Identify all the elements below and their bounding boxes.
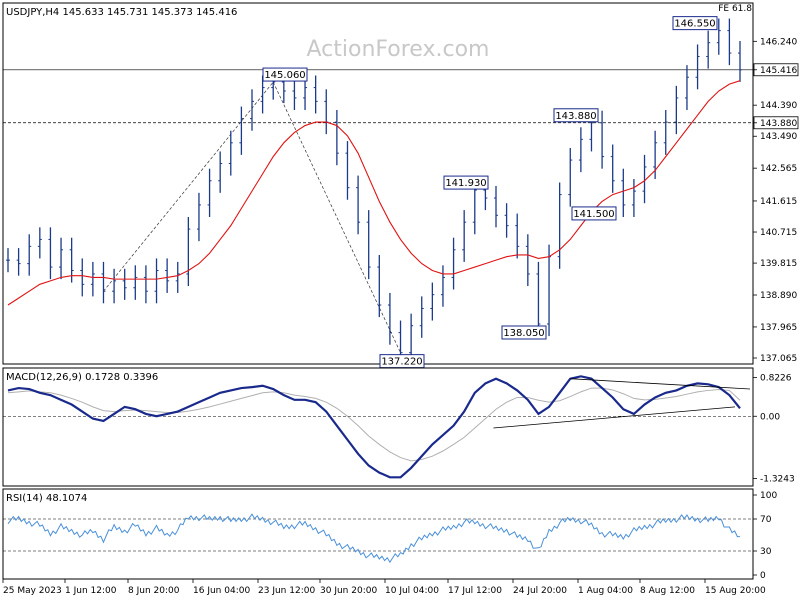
x-axis: 25 May 2023 1 Jun 12:00 8 Jun 20:00 16 Jun … xyxy=(2,579,766,596)
price-axis-label: 139.815 xyxy=(760,259,797,269)
macd-axis-label: 0.00 xyxy=(760,412,780,422)
corner-label: FE 61.8 xyxy=(718,4,752,14)
macd-axis-label: 0.8226 xyxy=(760,374,792,384)
price-axis-label: 143.880 xyxy=(760,119,797,129)
price-axis-label: 137.965 xyxy=(760,323,797,333)
price-axis-label: 141.615 xyxy=(760,197,797,207)
annotation-box xyxy=(672,16,718,31)
x-axis-label: 25 May 2023 xyxy=(3,586,62,596)
price-axis-label: 138.890 xyxy=(760,291,797,301)
annotation-box xyxy=(571,206,617,221)
macd-line xyxy=(7,375,741,479)
annotation-box xyxy=(262,67,308,82)
annotation-box xyxy=(443,175,489,190)
moving-average-line xyxy=(7,80,741,306)
price-axis-label: 145.416 xyxy=(760,66,797,76)
annotation-label: 145.060 xyxy=(264,70,305,81)
annotation-label: 143.880 xyxy=(555,111,596,122)
annotation-label: 141.930 xyxy=(445,178,486,189)
annotation-label: 137.220 xyxy=(381,357,422,368)
rsi-line xyxy=(7,513,740,564)
annotation-box xyxy=(501,325,547,340)
price-axis-label: 144.390 xyxy=(760,101,797,111)
macd-signal-line xyxy=(7,387,741,462)
macd-layer: 0.8226 0.00 -1.3243 xyxy=(3,374,795,484)
price-axis: 146.240 145.416 144.390 143.880 143.490 142.5… xyxy=(753,37,799,364)
price-header: USDJPY,H4 145.633 145.731 145.373 145.41… xyxy=(6,7,237,18)
watermark: ActionForex.com xyxy=(307,37,490,62)
annotation-label: 146.550 xyxy=(674,19,715,30)
rsi-axis-label: 0 xyxy=(760,571,766,581)
rsi-axis-label: 70 xyxy=(760,515,772,525)
price-axis-label: 143.490 xyxy=(760,132,797,142)
rsi-title: RSI(14) 48.1074 xyxy=(6,493,87,504)
macd-title: MACD(12,26,9) 0.1728 0.3396 xyxy=(6,372,158,383)
rsi-panel-frame xyxy=(2,488,754,580)
x-axis-label: 10 Jul 04:00 xyxy=(385,586,439,596)
x-axis-label: 23 Jun 12:00 xyxy=(258,586,315,596)
annotation-box xyxy=(553,108,599,123)
x-axis-label: 15 Aug 20:00 xyxy=(705,586,766,596)
x-axis-label: 16 Jun 04:00 xyxy=(193,586,250,596)
x-axis-label: 1 Aug 04:00 xyxy=(578,586,633,596)
price-axis-label: 142.565 xyxy=(760,164,797,174)
x-axis-label: 17 Jul 12:00 xyxy=(448,586,502,596)
price-axis-label: 146.240 xyxy=(760,37,797,47)
x-axis-label: 24 Jul 20:00 xyxy=(513,586,567,596)
x-axis-label: 8 Aug 12:00 xyxy=(640,586,695,596)
rsi-layer: 100 70 30 0 xyxy=(3,491,777,581)
macd-lower-trendline xyxy=(493,406,736,429)
price-axis-label: 137.065 xyxy=(760,354,797,364)
macd-axis-label: -1.3243 xyxy=(760,474,795,484)
x-axis-label: 8 Jun 20:00 xyxy=(128,586,180,596)
macd-upper-trendline xyxy=(570,378,751,390)
x-axis-label: 30 Jun 20:00 xyxy=(320,586,377,596)
rsi-axis-label: 30 xyxy=(760,547,772,557)
price-panel-frame xyxy=(2,2,754,365)
rsi-axis-label: 100 xyxy=(760,491,777,501)
macd-panel-frame xyxy=(2,367,754,487)
price-axis-label: 140.715 xyxy=(760,228,797,238)
annotation-label: 141.500 xyxy=(573,209,614,220)
x-axis-label: 1 Jun 12:00 xyxy=(65,586,117,596)
price-layer: 146.550 145.060 143.880 141.930 141.500 138.0… xyxy=(3,16,753,369)
annotation-label: 138.050 xyxy=(503,328,544,339)
